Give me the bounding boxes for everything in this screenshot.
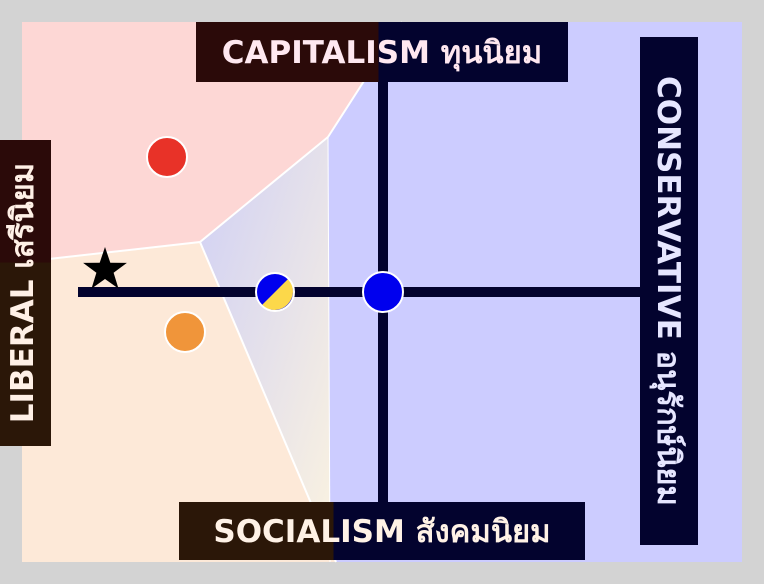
- region-capitalist-liberal: [22, 22, 402, 262]
- region-socialist-liberal: [22, 242, 336, 562]
- region-transition: [198, 137, 330, 562]
- label-capitalism: CAPITALISM ทุนนิยม: [196, 22, 568, 82]
- label-socialism: SOCIALISM สังคมนิยม: [179, 502, 585, 560]
- blue-dot: [362, 271, 404, 313]
- region-border-3: [327, 136, 331, 563]
- orange-dot: [164, 311, 206, 353]
- star-marker: [83, 247, 127, 289]
- blue-yellow-dot: [255, 272, 295, 312]
- label-conservative: CONSERVATIVE อนุรักษ์นิยม: [640, 37, 698, 545]
- label-liberal: LIBERAL เสรีนิยม: [0, 140, 51, 446]
- red-dot: [146, 136, 188, 178]
